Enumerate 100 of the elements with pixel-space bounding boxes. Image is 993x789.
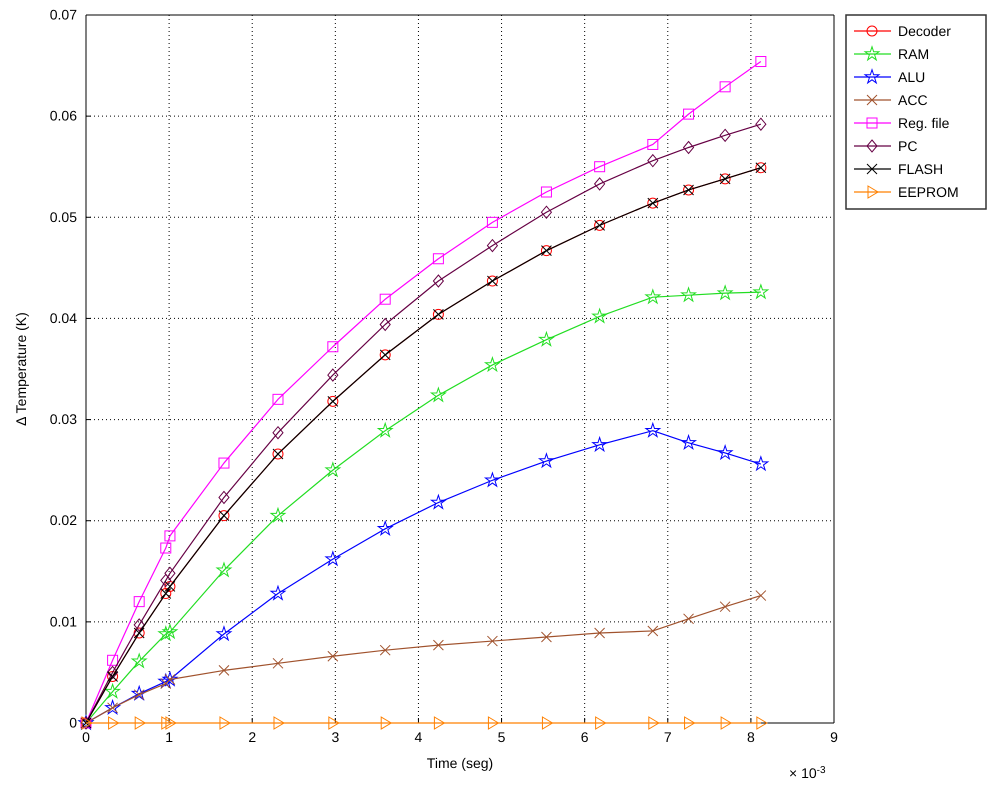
- legend-label: Reg. file: [898, 115, 950, 131]
- point: [134, 596, 145, 608]
- point: [432, 640, 444, 651]
- point: [647, 154, 658, 168]
- point: [683, 613, 694, 624]
- x-tick-label: 0: [82, 728, 90, 745]
- point: [272, 658, 284, 669]
- point: [273, 716, 284, 730]
- point: [165, 716, 176, 730]
- point: [753, 456, 768, 470]
- point: [105, 684, 120, 698]
- point: [755, 56, 766, 68]
- x-tick-label: 8: [746, 728, 755, 745]
- x-tick-label: 1: [165, 728, 174, 745]
- point: [718, 285, 733, 300]
- x-tick-label: 7: [664, 728, 672, 745]
- point: [164, 566, 176, 580]
- point: [720, 81, 731, 92]
- point: [594, 177, 606, 190]
- point: [161, 716, 172, 730]
- point: [434, 716, 445, 730]
- legend-label: FLASH: [898, 161, 944, 177]
- point: [753, 284, 768, 299]
- point: [681, 435, 696, 450]
- point: [378, 422, 393, 438]
- point: [540, 632, 552, 643]
- point: [160, 542, 172, 554]
- point: [594, 627, 606, 638]
- point: [484, 357, 500, 372]
- point: [486, 636, 498, 647]
- point: [107, 654, 118, 666]
- point: [430, 387, 446, 402]
- point: [647, 625, 658, 636]
- point: [542, 716, 553, 730]
- x-tick-label: 6: [580, 728, 589, 745]
- point: [327, 368, 338, 382]
- point: [595, 716, 606, 730]
- point: [484, 472, 500, 487]
- point: [684, 716, 696, 730]
- point: [380, 716, 392, 730]
- point: [328, 716, 340, 730]
- point: [645, 289, 660, 304]
- point: [216, 562, 232, 577]
- point: [218, 458, 230, 469]
- x-tick-label: 5: [498, 728, 506, 745]
- point: [594, 161, 606, 172]
- point: [540, 206, 552, 219]
- point: [648, 716, 660, 730]
- point: [681, 287, 696, 302]
- point: [218, 490, 230, 504]
- point: [683, 140, 694, 154]
- point: [540, 186, 552, 198]
- point: [538, 453, 554, 468]
- point: [270, 508, 286, 522]
- point: [162, 624, 178, 638]
- point: [380, 294, 391, 305]
- point: [325, 462, 340, 477]
- point: [272, 426, 284, 440]
- point: [538, 332, 554, 346]
- legend-label: ACC: [898, 92, 928, 108]
- point: [270, 586, 286, 600]
- x-tick-label: 4: [414, 728, 423, 745]
- point: [378, 520, 393, 536]
- point: [327, 650, 338, 662]
- x-tick-label: 2: [248, 728, 256, 745]
- y-tick-label: 0.04: [50, 310, 78, 326]
- point: [432, 253, 444, 264]
- legend-label: PC: [898, 138, 918, 154]
- point: [720, 716, 732, 730]
- point: [160, 574, 172, 587]
- point: [592, 437, 608, 452]
- point: [325, 551, 340, 566]
- legend-label: RAM: [898, 46, 930, 62]
- point: [158, 674, 174, 688]
- legend-label: Decoder: [898, 23, 952, 39]
- point: [132, 653, 147, 668]
- y-tick-label: 0: [69, 714, 78, 730]
- point: [380, 644, 391, 656]
- point: [718, 445, 733, 460]
- y-tick-label: 0.06: [50, 108, 78, 124]
- point: [430, 494, 446, 509]
- point: [218, 664, 230, 676]
- point: [683, 108, 694, 120]
- y-tick-label: 0.03: [50, 411, 78, 428]
- point: [272, 394, 284, 405]
- point: [164, 530, 176, 542]
- text: × 10$^{-3}$: [789, 764, 826, 781]
- y-tick-label: 0.01: [50, 613, 78, 630]
- point: [219, 716, 230, 730]
- x-tick-label: 3: [331, 728, 340, 745]
- point: [486, 216, 498, 228]
- point: [380, 318, 391, 331]
- legend-label: ALU: [898, 69, 926, 85]
- point: [162, 672, 178, 686]
- point: [647, 138, 658, 150]
- point: [216, 626, 232, 640]
- y-tick-label: 0.05: [50, 208, 78, 225]
- point: [158, 626, 174, 640]
- x-axis-title: Time (seg): [426, 755, 494, 771]
- point: [134, 716, 146, 730]
